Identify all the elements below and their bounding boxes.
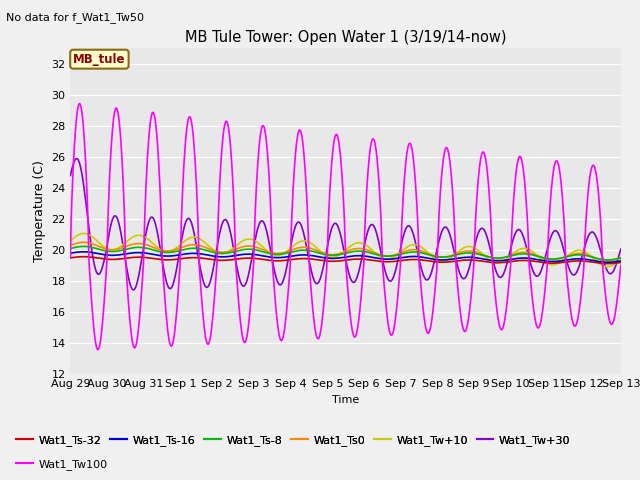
X-axis label: Time: Time xyxy=(332,395,359,405)
Text: No data for f_Wat1_Tw50: No data for f_Wat1_Tw50 xyxy=(6,12,145,23)
Text: MB_tule: MB_tule xyxy=(73,53,125,66)
Y-axis label: Temperature (C): Temperature (C) xyxy=(33,160,45,262)
Title: MB Tule Tower: Open Water 1 (3/19/14-now): MB Tule Tower: Open Water 1 (3/19/14-now… xyxy=(185,30,506,46)
Legend: Wat1_Tw100: Wat1_Tw100 xyxy=(12,455,112,474)
Legend: Wat1_Ts-32, Wat1_Ts-16, Wat1_Ts-8, Wat1_Ts0, Wat1_Tw+10, Wat1_Tw+30: Wat1_Ts-32, Wat1_Ts-16, Wat1_Ts-8, Wat1_… xyxy=(12,431,575,450)
